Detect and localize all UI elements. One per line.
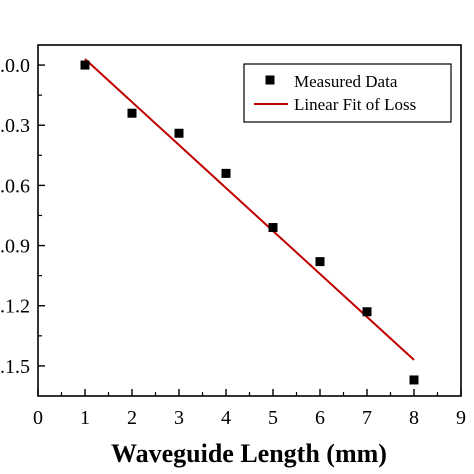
- data-point: [268, 223, 278, 233]
- data-point: [362, 307, 372, 317]
- data-point: [80, 60, 90, 70]
- legend-label-fit: Linear Fit of Loss: [294, 95, 416, 114]
- linear-fit-line: [84, 58, 415, 361]
- x-axis-title: Waveguide Length (mm): [111, 439, 387, 468]
- y-tick-label: .0.3: [0, 115, 30, 137]
- y-tick-label: .0.6: [0, 175, 30, 197]
- x-tick-label: 2: [127, 407, 137, 429]
- legend-marker-measured: [265, 75, 275, 85]
- x-tick-label: 4: [221, 407, 231, 429]
- data-point: [409, 375, 419, 385]
- x-tick-label: 5: [268, 407, 278, 429]
- x-tick-label: 3: [174, 407, 184, 429]
- x-tick-label: 6: [315, 407, 325, 429]
- x-tick-label: 0: [33, 407, 43, 429]
- y-tick-label: .0.9: [0, 236, 30, 258]
- x-tick-label: 1: [80, 407, 90, 429]
- y-tick-label: .0.0: [0, 55, 30, 77]
- legend-label-measured: Measured Data: [294, 72, 398, 91]
- x-tick-label: 9: [456, 407, 466, 429]
- data-point: [315, 257, 325, 267]
- x-tick-label: 7: [362, 407, 372, 429]
- y-tick-label: .1.5: [0, 356, 30, 378]
- series-layer: [80, 58, 419, 385]
- y-axis: .0.0 .0.3 .0.6 .0.9 .1.2 .1.5: [0, 55, 45, 378]
- legend: Measured Data Linear Fit of Loss: [243, 63, 452, 123]
- x-tick-label: 8: [409, 407, 419, 429]
- data-point: [174, 128, 184, 138]
- legend-box: [243, 63, 452, 123]
- data-point: [221, 168, 231, 178]
- y-tick-label: .1.2: [0, 296, 30, 318]
- data-point: [127, 108, 137, 118]
- x-axis: 0 1 2 3 4 5 6 7 8 9: [33, 389, 466, 429]
